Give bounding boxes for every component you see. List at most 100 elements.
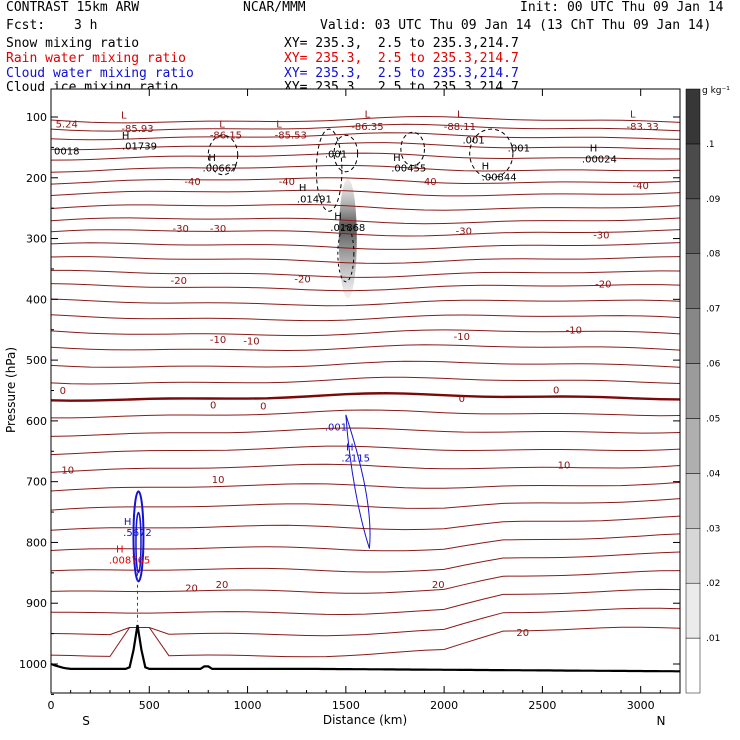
extremum-annotation: .001 [462, 135, 484, 146]
temperature-contour [51, 376, 680, 385]
extremum-annotation: -83.33 [627, 122, 659, 133]
colorbar-segment [685, 528, 701, 584]
cloud-ice-contour [315, 128, 343, 212]
colorbar-segment [685, 637, 701, 694]
y-tick-label: 600 [26, 415, 47, 428]
temperature-contour-label: -30 [456, 227, 472, 238]
colorbar-segment [685, 418, 701, 474]
temperature-contour [51, 329, 680, 337]
snow-plume-shading [338, 178, 357, 299]
extremum-annotation: .00667 [203, 163, 238, 174]
y-tick-label: 500 [26, 354, 47, 367]
temperature-contour [51, 256, 680, 264]
colorbar-unit: g kg⁻¹ [702, 86, 730, 96]
cloud-ice-contour [337, 225, 355, 283]
temperature-contour [51, 203, 680, 211]
y-tick-label: 300 [26, 233, 47, 246]
temperature-contour [51, 344, 680, 352]
temperature-contour [51, 445, 680, 456]
extremum-annotation: H [124, 517, 132, 528]
x-tick-label: 500 [139, 699, 160, 712]
temperature-contour-label: 0 [210, 400, 216, 411]
temperature-contour-label: 0 [260, 402, 266, 413]
colorbar-label: .03 [706, 524, 720, 534]
temperature-contour [51, 314, 680, 322]
init-time: Init: 00 UTC Thu 09 Jan 14 [520, 0, 724, 15]
extremum-annotation: .001 [325, 422, 347, 433]
temperature-contour-label: 20 [516, 628, 529, 639]
x-end-label-north: N [657, 714, 666, 728]
extremum-annotation: .001 [508, 143, 530, 154]
plot-area: -40 -40 -40 -40 -30 -30 -30 -30 -20 -20 -20 -10 -10 -… [50, 88, 681, 694]
cloud-water-contour [132, 490, 145, 583]
cloud-water-contour [345, 414, 371, 549]
temperature-contour [51, 626, 680, 658]
temperature-contour-label: 0 [553, 385, 559, 396]
colorbar-segment [685, 253, 701, 309]
x-tick-label: 3000 [627, 699, 655, 712]
temperature-contour-label: -40 [633, 181, 649, 192]
cloud-water-contour [135, 511, 142, 574]
extremum-annotation: L [219, 120, 225, 131]
temperature-contour [51, 409, 680, 419]
colorbar-label: .08 [706, 250, 721, 260]
field-xy-rain: XY= 235.3, 2.5 to 235.3,214.7 [284, 51, 519, 66]
y-tick-label: 200 [26, 172, 47, 185]
temperature-contour [51, 269, 680, 278]
temperature-contour-label: -10 [566, 326, 582, 337]
x-axis-title: Distance (km) [323, 713, 407, 727]
extremum-annotation: -88.11 [444, 122, 476, 133]
extremum-annotation: H [334, 211, 342, 222]
agency-label: NCAR/MMM [243, 0, 306, 15]
colorbar-segment [685, 473, 701, 529]
x-tick-label: 2000 [430, 699, 458, 712]
temperature-contour-label: 10 [212, 475, 225, 486]
temperature-contour [51, 283, 680, 292]
temperature-contour [51, 515, 680, 531]
temperature-contour [51, 115, 680, 124]
temperature-contour [51, 298, 680, 307]
y-tick-label: 700 [26, 476, 47, 489]
temperature-contour-label: -10 [243, 337, 259, 348]
extremum-annotation: -86.35 [351, 122, 383, 133]
colorbar-segment [685, 198, 701, 254]
fcst-label: Fcst: [6, 18, 46, 33]
x-end-label-south: S [82, 714, 90, 728]
temperature-contour-label: -40 [420, 177, 436, 188]
x-tick-label: 1000 [234, 699, 262, 712]
colorbar-segment [685, 308, 701, 364]
extremum-annotation: .008765 [109, 555, 150, 566]
colorbar-segment [685, 88, 701, 145]
temperature-contour-label: 10 [61, 466, 74, 477]
temperature-contour-label: -30 [173, 224, 189, 235]
extremum-annotation: -86.15 [210, 131, 242, 142]
extremum-annotation: H [482, 162, 490, 173]
temperature-contour-label: 0 [459, 394, 465, 405]
extremum-annotation: .001 [325, 149, 347, 160]
colorbar-segment [685, 363, 701, 419]
extremum-annotation: -85.53 [275, 131, 307, 142]
field-name-snow: Snow mixing ratio [6, 36, 140, 51]
cloud-ice-contour [333, 134, 359, 173]
temperature-contour [51, 123, 680, 132]
y-tick-label: 800 [26, 536, 47, 549]
fcst-value: 3 h [74, 18, 98, 33]
freezing-contour [51, 391, 680, 402]
extremum-annotation: .01868 [330, 223, 365, 234]
temperature-contour-label: -30 [593, 230, 609, 241]
colorbar-segment [685, 143, 701, 200]
extremum-annotation: .00844 [482, 173, 517, 184]
extremum-annotation: H [590, 143, 598, 154]
extremum-annotation: .5672 [123, 528, 152, 539]
temperature-contour [51, 427, 680, 437]
colorbar-label: .01 [706, 634, 720, 644]
temperature-contour [51, 164, 680, 173]
extremum-annotation: .01491 [297, 194, 332, 205]
temperature-contour-label: -30 [210, 224, 226, 235]
extremum-annotation: H [346, 442, 354, 453]
x-tick-label: 2500 [528, 699, 556, 712]
temperature-contour-label: 0 [60, 386, 66, 397]
extremum-annotation: H [208, 153, 216, 164]
temperature-contour [51, 189, 680, 197]
